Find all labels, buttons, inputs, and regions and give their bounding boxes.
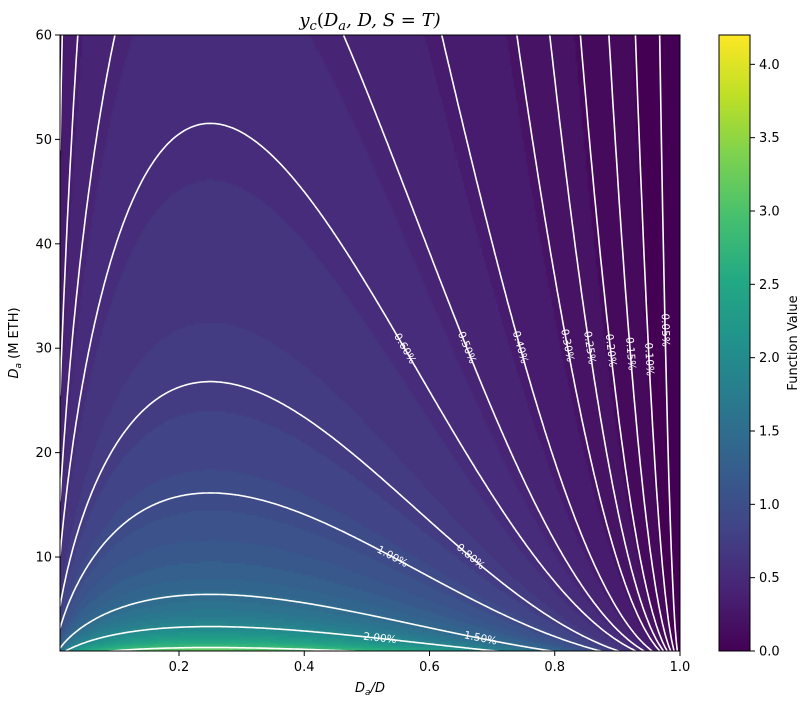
- x-tick-label: 0.8: [544, 660, 565, 675]
- plot-area: 0.05%0.10%0.15%0.20%0.25%0.30%0.40%0.50%…: [59, 34, 681, 652]
- colorbar-tick-label: 4.0: [759, 58, 780, 73]
- colorbar: 0.0 0.5 1.0 1.5 2.0 2.5 3.0 3.5 4.0 Function Val…: [718, 34, 801, 660]
- y-tick-label: 60: [35, 29, 52, 44]
- colorbar-ticks: 0.0 0.5 1.0 1.5 2.0 2.5 3.0 3.5 4.0: [750, 58, 780, 660]
- colorbar-gradient: [718, 34, 751, 652]
- colorbar-tick-label: 1.5: [759, 425, 780, 440]
- y-tick-label: 40: [35, 237, 52, 252]
- contour-label: 0.05%: [659, 313, 672, 347]
- contour-line: [60, 35, 654, 651]
- y-axis-ticks: 10 20 30 40 50 60: [35, 29, 60, 566]
- contour-label: 0.10%: [642, 342, 656, 376]
- colorbar-tick-label: 0.5: [759, 571, 780, 586]
- x-axis-ticks: 0.2 0.4 0.6 0.8 1.0: [169, 651, 691, 675]
- y-tick-label: 10: [35, 551, 52, 566]
- contour-line: [103, 646, 369, 651]
- x-tick-label: 1.0: [670, 660, 691, 675]
- contour-label: 0.25%: [581, 330, 598, 365]
- y-tick-label: 20: [35, 446, 52, 461]
- x-tick-label: 0.2: [169, 660, 190, 675]
- colorbar-tick-label: 3.5: [759, 131, 780, 146]
- contour-label: 0.15%: [623, 337, 638, 371]
- colorbar-tick-label: 3.0: [759, 205, 780, 220]
- contour-line: [60, 492, 604, 651]
- x-tick-label: 0.6: [419, 660, 440, 675]
- colorbar-tick-label: 2.0: [759, 351, 780, 366]
- contour-line: [60, 35, 662, 651]
- x-axis-label: Da/D: [355, 681, 385, 698]
- y-axis-label: Da (M ETH): [7, 307, 24, 378]
- colorbar-tick-label: 1.0: [759, 498, 780, 513]
- contour-line: [60, 593, 557, 651]
- y-tick-label: 50: [35, 133, 52, 148]
- colorbar-label: Function Value: [786, 295, 801, 390]
- colorbar-tick-label: 0.0: [759, 645, 780, 660]
- contour-label: 0.20%: [603, 333, 619, 368]
- heatmap-raster: [60, 35, 680, 651]
- y-tick-label: 30: [35, 342, 52, 357]
- contour-line: [60, 35, 646, 651]
- contour-lines: [60, 35, 679, 651]
- x-tick-label: 0.4: [294, 660, 315, 675]
- plot-frame: [59, 34, 681, 652]
- colorbar-tick-label: 2.5: [759, 278, 780, 293]
- contour-label: 2.00%: [363, 631, 397, 647]
- contour-line: [548, 35, 665, 651]
- contour-line: [60, 380, 622, 651]
- contour-line: [60, 122, 638, 651]
- chart-title: yc(Da, D, S = T): [298, 10, 440, 34]
- contour-line: [64, 625, 504, 651]
